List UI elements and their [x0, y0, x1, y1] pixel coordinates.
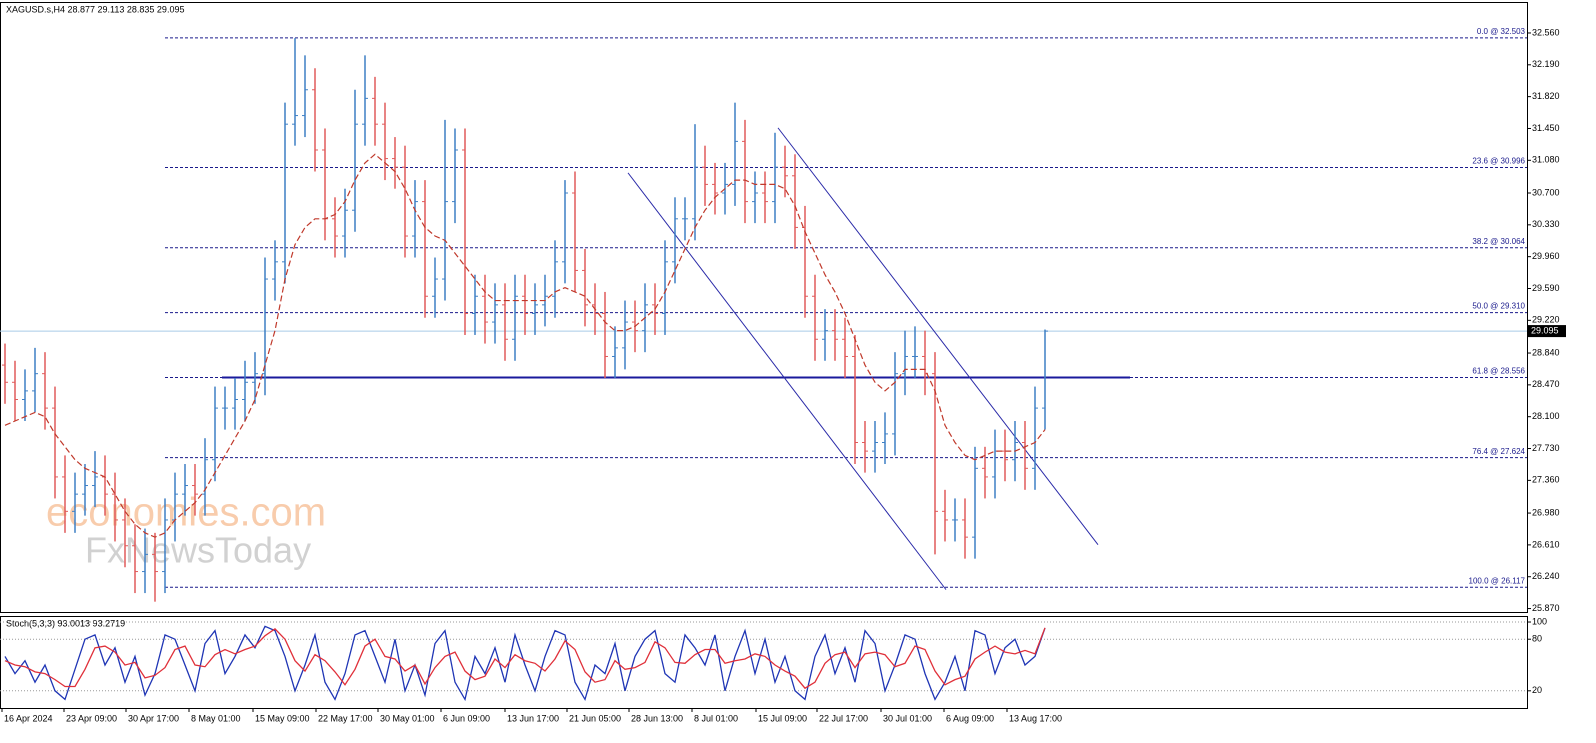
y-tick-label: 27.730	[1532, 443, 1560, 453]
y-tick-label: 28.840	[1532, 347, 1560, 357]
x-tick-label: 15 May 09:00	[255, 713, 310, 723]
stoch-panel	[0, 616, 1528, 709]
fib-label: 76.4 @ 27.624	[1472, 447, 1525, 456]
x-tick-label: 8 May 01:00	[191, 713, 241, 723]
x-tick-label: 13 Aug 17:00	[1009, 713, 1062, 723]
watermark: economies.com	[46, 491, 326, 535]
channel-line	[627, 172, 947, 590]
x-tick-label: 30 Jul 01:00	[883, 713, 932, 723]
y-tick-label: 28.470	[1532, 379, 1560, 389]
y-tick-label: 29.960	[1532, 251, 1560, 261]
y-tick-label: 26.240	[1532, 571, 1560, 581]
chart-title: XAGUSD.s,H4 28.877 29.113 28.835 29.095	[6, 4, 184, 14]
x-tick-label: 22 May 17:00	[318, 713, 373, 723]
x-tick-label: 6 Jun 09:00	[443, 713, 490, 723]
indicator-title: Stoch(5,3,3) 93.0013 93.2719	[6, 618, 125, 628]
y-tick-label: 31.820	[1532, 91, 1560, 101]
x-tick-label: 21 Jun 05:00	[569, 713, 621, 723]
moving-average	[4, 153, 1046, 538]
y-tick-label: 26.610	[1532, 539, 1560, 549]
x-tick-label: 8 Jul 01:00	[694, 713, 738, 723]
y-tick-label: 26.980	[1532, 507, 1560, 517]
y-tick-label: 27.360	[1532, 475, 1560, 485]
x-tick-label: 23 Apr 09:00	[66, 713, 117, 723]
fib-label: 38.2 @ 30.064	[1472, 237, 1525, 246]
channel-line	[777, 127, 1099, 545]
y-tick-label: 100	[1532, 616, 1547, 626]
y-tick-label: 30.330	[1532, 219, 1560, 229]
x-tick-label: 30 May 01:00	[380, 713, 435, 723]
y-tick-label: 32.560	[1532, 27, 1560, 37]
x-tick-label: 28 Jun 13:00	[631, 713, 683, 723]
y-tick-label: 30.700	[1532, 187, 1560, 197]
y-tick-label: 32.190	[1532, 59, 1560, 69]
x-tick-label: 6 Aug 09:00	[946, 713, 994, 723]
x-tick-label: 22 Jul 17:00	[819, 713, 868, 723]
fib-label: 61.8 @ 28.556	[1472, 367, 1525, 376]
price-panel	[0, 2, 1528, 613]
y-tick-label: 31.080	[1532, 155, 1560, 165]
last-price-label: 29.095	[1531, 325, 1559, 335]
fib-label: 23.6 @ 30.996	[1472, 157, 1525, 166]
stoch-line	[4, 627, 1046, 690]
fib-label: 100.0 @ 26.117	[1469, 576, 1526, 585]
y-tick-label: 29.220	[1532, 315, 1560, 325]
fib-label: 50.0 @ 29.310	[1472, 302, 1525, 311]
y-tick-label: 80	[1532, 634, 1542, 644]
x-tick-label: 13 Jun 17:00	[507, 713, 559, 723]
y-tick-label: 29.590	[1532, 283, 1560, 293]
y-tick-label: 20	[1532, 685, 1542, 695]
last-price-box	[1528, 325, 1566, 338]
x-tick-label: 16 Apr 2024	[4, 713, 53, 723]
watermark: FxNewsToday	[85, 530, 311, 571]
x-tick-label: 15 Jul 09:00	[758, 713, 807, 723]
y-tick-label: 28.100	[1532, 411, 1560, 421]
stoch-line	[4, 625, 1046, 702]
y-tick-label: 25.870	[1532, 603, 1560, 613]
x-tick-label: 30 Apr 17:00	[128, 713, 179, 723]
fib-label: 0.0 @ 32.503	[1477, 27, 1526, 36]
y-tick-label: 31.450	[1532, 123, 1560, 133]
